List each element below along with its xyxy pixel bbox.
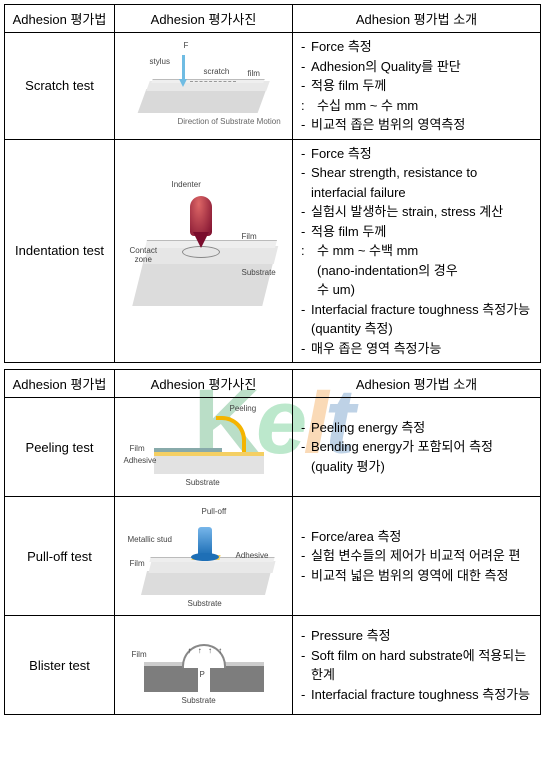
- blister-diagram: Film ↑ ↑ ↑ ↑ P Substrate: [124, 620, 284, 710]
- desc-item: Force 측정: [301, 37, 534, 57]
- table-row: Scratch test stylus F scratch film Direc…: [5, 33, 541, 140]
- label-pulloff: Pull-off: [202, 507, 227, 516]
- label-film: Film: [130, 559, 145, 568]
- label-contact: Contact zone: [130, 246, 158, 264]
- label-film: Film: [132, 650, 147, 659]
- desc-item: Shear strength, resistance to interfacia…: [301, 163, 534, 202]
- pulloff-diagram: Pull-off Metallic stud Film Adhesive Sub…: [124, 501, 284, 611]
- row-diagram: Pull-off Metallic stud Film Adhesive Sub…: [115, 497, 293, 616]
- desc-item: 실험 변수들의 제어가 비교적 어려운 편: [301, 546, 534, 566]
- header-intro: Adhesion 평가법 소개: [293, 5, 541, 33]
- desc-item: Interfacial fracture toughness 측정가능(quan…: [301, 300, 534, 339]
- table-header-row: Adhesion 평가법 Adhesion 평가사진 Adhesion 평가법 …: [5, 5, 541, 33]
- desc-item: 실험시 발생하는 strain, stress 계산: [301, 202, 534, 222]
- desc-item: Pressure 측정: [301, 626, 534, 646]
- label-peeling: Peeling: [230, 404, 257, 413]
- table-row: Blister test Film ↑ ↑ ↑ ↑ P Substrate Pr…: [5, 616, 541, 715]
- peeling-diagram: Peeling Film Adhesive Substrate: [124, 402, 284, 492]
- label-indenter: Indenter: [172, 180, 201, 189]
- desc-item: Bending energy가 포함되어 측정(quality 평가): [301, 437, 534, 476]
- row-desc: Peeling energy 측정Bending energy가 포함되어 측정…: [293, 398, 541, 497]
- header-method: Adhesion 평가법: [5, 5, 115, 33]
- adhesion-table-2: Adhesion 평가법 Adhesion 평가사진 Adhesion 평가법 …: [4, 369, 541, 715]
- table-row: Pull-off test Pull-off Metallic stud Fil…: [5, 497, 541, 616]
- desc-item: 수 um): [301, 280, 534, 300]
- label-stud: Metallic stud: [128, 535, 172, 544]
- label-force: F: [184, 41, 189, 50]
- header-photo: Adhesion 평가사진: [115, 5, 293, 33]
- row-name: Peeling test: [5, 398, 115, 497]
- desc-list: Force 측정Shear strength, resistance to in…: [299, 144, 534, 359]
- desc-item: Force 측정: [301, 144, 534, 164]
- label-film: film: [248, 69, 260, 78]
- table-header-row: Adhesion 평가법 Adhesion 평가사진 Adhesion 평가법 …: [5, 370, 541, 398]
- label-film: Film: [130, 444, 145, 453]
- label-substrate: Substrate: [186, 478, 220, 487]
- label-pressure: ↑ ↑ ↑ ↑: [188, 646, 225, 655]
- desc-item: Soft film on hard substrate에 적용되는 한계: [301, 646, 534, 685]
- label-film: Film: [242, 232, 257, 241]
- indentation-diagram: Indenter Film Contact zone Substrate: [124, 176, 284, 326]
- row-diagram: stylus F scratch film Direction of Subst…: [115, 33, 293, 140]
- row-diagram: Film ↑ ↑ ↑ ↑ P Substrate: [115, 616, 293, 715]
- desc-item: Adhesion의 Quality를 판단: [301, 57, 534, 77]
- label-adhesive: Adhesive: [236, 551, 269, 560]
- row-diagram: Peeling Film Adhesive Substrate: [115, 398, 293, 497]
- desc-list: Force 측정Adhesion의 Quality를 판단적용 film 두께수…: [299, 37, 534, 135]
- table-row: Peeling test Peeling Film Adhesive Subst…: [5, 398, 541, 497]
- label-p: P: [200, 670, 205, 679]
- label-adhesive: Adhesive: [124, 456, 157, 465]
- desc-list: Pressure 측정 Soft film on hard substrate에…: [299, 626, 534, 704]
- desc-item: (nano-indentation의 경우: [301, 261, 534, 281]
- desc-item: 적용 film 두께: [301, 76, 534, 96]
- row-name: Indentation test: [5, 139, 115, 363]
- row-desc: Pressure 측정 Soft film on hard substrate에…: [293, 616, 541, 715]
- desc-item: 적용 film 두께: [301, 222, 534, 242]
- desc-item: 비교적 넓은 범위의 영역에 대한 측정: [301, 566, 534, 586]
- label-direction: Direction of Substrate Motion: [178, 117, 281, 126]
- header-photo: Adhesion 평가사진: [115, 370, 293, 398]
- desc-item: 수 mm ~ 수백 mm: [301, 241, 534, 261]
- desc-item: Force/area 측정: [301, 527, 534, 547]
- row-name: Scratch test: [5, 33, 115, 140]
- row-name: Pull-off test: [5, 497, 115, 616]
- desc-list: Force/area 측정실험 변수들의 제어가 비교적 어려운 편 비교적 넓…: [299, 527, 534, 586]
- desc-item: 수십 mm ~ 수 mm: [301, 96, 534, 116]
- row-desc: Force 측정Adhesion의 Quality를 판단적용 film 두께수…: [293, 33, 541, 140]
- adhesion-table-1: Adhesion 평가법 Adhesion 평가사진 Adhesion 평가법 …: [4, 4, 541, 363]
- desc-item: 매우 좁은 영역 측정가능: [301, 339, 534, 359]
- row-desc: Force 측정Shear strength, resistance to in…: [293, 139, 541, 363]
- label-substrate: Substrate: [188, 599, 222, 608]
- desc-list: Peeling energy 측정Bending energy가 포함되어 측정…: [299, 418, 534, 477]
- row-desc: Force/area 측정실험 변수들의 제어가 비교적 어려운 편 비교적 넓…: [293, 497, 541, 616]
- row-name: Blister test: [5, 616, 115, 715]
- label-scratch: scratch: [204, 67, 230, 76]
- header-method: Adhesion 평가법: [5, 370, 115, 398]
- label-stylus: stylus: [150, 57, 170, 66]
- desc-item: Interfacial fracture toughness 측정가능: [301, 685, 534, 705]
- row-diagram: Indenter Film Contact zone Substrate: [115, 139, 293, 363]
- header-intro: Adhesion 평가법 소개: [293, 370, 541, 398]
- scratch-diagram: stylus F scratch film Direction of Subst…: [124, 41, 284, 131]
- label-substrate: Substrate: [182, 696, 216, 705]
- table-row: Indentation test Indenter Film Contact z…: [5, 139, 541, 363]
- desc-item: 비교적 좁은 범위의 영역측정: [301, 115, 534, 135]
- label-substrate: Substrate: [242, 268, 276, 277]
- desc-item: Peeling energy 측정: [301, 418, 534, 438]
